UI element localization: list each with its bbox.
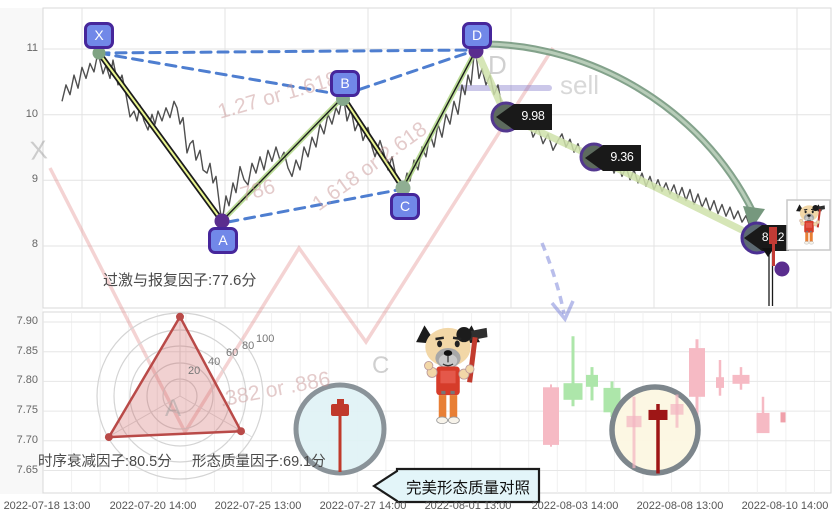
perfect-hammer-candle [331, 399, 349, 472]
decay-factor-text: 时序衰减因子:80.5分 [38, 454, 172, 470]
watermark-sell: sell [560, 70, 600, 100]
candlestick-series [543, 336, 786, 447]
x-label-7: 2022-08-10 14:00 [741, 500, 829, 512]
radar-tick-20: 20 [188, 365, 201, 377]
axis-gutter [0, 8, 43, 494]
end-point-dot [774, 261, 790, 277]
projection-line [474, 52, 760, 242]
y-tick-10: 10 [25, 108, 38, 120]
y-tick-785: 7.85 [16, 345, 38, 357]
watermark-C: C [372, 352, 390, 379]
price-tag-936: 9.36 [610, 150, 634, 164]
y-tick-765: 7.65 [16, 464, 38, 476]
overlap-candle-wick [772, 244, 775, 266]
pattern-label-D[interactable]: D [462, 22, 492, 49]
highlight-circle-right [609, 384, 701, 476]
y-tick-9: 9 [31, 173, 38, 185]
y-tick-775: 7.75 [16, 404, 38, 416]
x-label-5: 2022-08-03 14:00 [531, 500, 619, 512]
overreaction-factor-text: 过激与报复因子:77.6分 [103, 272, 257, 289]
compare-arrow-label: 完美形态质量对照 [405, 480, 530, 497]
price-marker-936[interactable] [579, 142, 641, 172]
price-marker-998[interactable] [490, 101, 552, 133]
x-label-0: 2022-07-18 13:00 [3, 500, 91, 512]
watermark-X: X [28, 134, 49, 166]
pattern-label-A[interactable]: A [208, 227, 238, 254]
price-tag-998: 9.98 [521, 109, 545, 123]
pattern-label-X[interactable]: X [84, 22, 114, 49]
curved-sell-arrow [486, 40, 765, 230]
down-arrow-icon [762, 248, 774, 257]
y-tick-780: 7.80 [16, 374, 38, 386]
overlap-candle-body [769, 227, 777, 244]
highlighted-candles [626, 394, 684, 474]
compare-arrow-box [371, 467, 541, 504]
quality-factor-text: 形态质量因子:69.1分 [192, 454, 326, 470]
radar-polygon [107, 315, 243, 439]
radar-tick-80: 80 [242, 340, 255, 352]
x-label-4: 2022-08-01 13:00 [424, 500, 512, 512]
x-label-1: 2022-07-20 14:00 [109, 500, 197, 512]
x-label-6: 2022-08-08 13:00 [636, 500, 724, 512]
x-label-2: 2022-07-25 13:00 [214, 500, 302, 512]
y-tick-790: 7.90 [16, 315, 38, 327]
radar-tick-100: 100 [256, 333, 275, 345]
pattern-dashed-lines [97, 48, 478, 224]
watermark-D: D [488, 50, 507, 80]
x-label-3: 2022-07-27 14:00 [319, 500, 407, 512]
radar-tick-60: 60 [226, 347, 239, 359]
radar-tick-40: 40 [208, 356, 221, 368]
pattern-label-B[interactable]: B [330, 70, 360, 97]
y-tick-770: 7.70 [16, 434, 38, 446]
pattern-legs [96, 48, 479, 223]
y-tick-11: 11 [26, 42, 38, 54]
watermark-A: A [165, 395, 182, 422]
radar-chart [96, 312, 264, 480]
pattern-label-C[interactable]: C [390, 193, 420, 220]
y-tick-8: 8 [31, 238, 38, 250]
